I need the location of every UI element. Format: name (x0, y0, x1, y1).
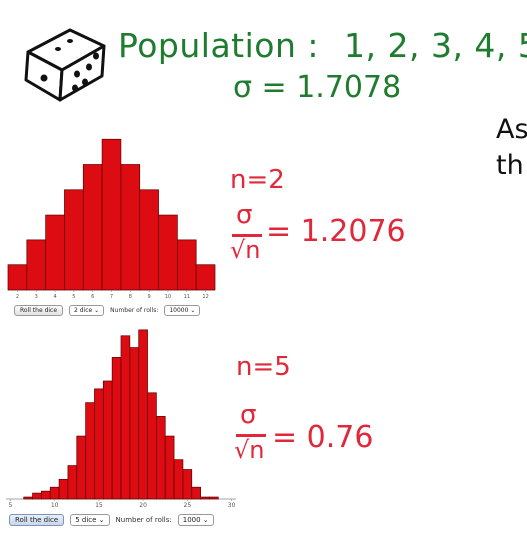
histogram-bar (120, 164, 141, 291)
dice-count-value-2: 5 dice (75, 516, 97, 524)
rolls-count-value-2: 1000 (182, 516, 201, 524)
rolls-count-select-2[interactable]: 1000 ⌄ (177, 514, 214, 526)
side-note-line-1: As (496, 114, 527, 145)
histogram-2-dice-svg: 2 3 4 5 6 7 8 9 10 11 12 (7, 138, 216, 300)
tick-label: 30 (228, 502, 236, 509)
population-heading: Population : 1, 2, 3, 4, 5, 6 (118, 26, 527, 65)
dice-count-value: 2 dice (74, 307, 93, 314)
rolls-count-value: 10000 (169, 307, 189, 314)
n-label-1: n=2 (230, 165, 285, 195)
histogram-bar (45, 214, 65, 291)
histogram-bar (49, 486, 60, 500)
sigma-over-root-n-1: σ √n = 1.2076 (228, 200, 428, 270)
tick-label: 11 (184, 294, 190, 300)
histogram-bar (64, 189, 84, 291)
histogram-bar (182, 469, 193, 500)
frac-denominator-2: √n (234, 436, 265, 464)
histogram-bar (94, 388, 104, 500)
histogram-bar (120, 335, 131, 500)
tick-label: 8 (129, 294, 132, 300)
histogram-bar (164, 435, 175, 500)
rolls-label: Number of rolls: (110, 307, 159, 314)
histogram-bar (139, 189, 159, 291)
dice-count-select[interactable]: 2 dice ⌄ (69, 305, 105, 316)
dice-icon (24, 28, 106, 102)
histogram-bar (32, 492, 42, 500)
histogram-bar (191, 486, 201, 500)
frac-value-2: = 0.76 (272, 420, 374, 455)
frac-numerator-2: σ (240, 400, 257, 430)
controls-5-dice: Roll the dice 5 dice ⌄ Number of rolls: … (9, 514, 214, 526)
dice-count-select-2[interactable]: 5 dice ⌄ (70, 514, 110, 526)
tick-label: 5 (72, 294, 75, 300)
tick-label: 4 (53, 294, 56, 300)
roll-dice-button-2[interactable]: Roll the dice (9, 514, 65, 526)
histogram-bar (58, 478, 69, 500)
histogram-bar (177, 239, 197, 291)
sigma-over-root-n-2: σ √n = 0.76 (232, 400, 432, 470)
n-label-2: n=5 (236, 352, 291, 382)
controls-2-dice: Roll the dice 2 dice ⌄ Number of rolls: … (14, 305, 201, 316)
histogram-bar (200, 496, 210, 500)
tick-label: 2 (16, 294, 19, 300)
histogram-bar (209, 496, 219, 500)
tick-label: 5 (9, 502, 13, 509)
tick-label: 9 (148, 294, 151, 300)
histogram-5-dice-svg: 5 10 15 20 25 30 (6, 329, 236, 509)
histogram-bar (138, 329, 148, 500)
rolls-count-select[interactable]: 10000 ⌄ (164, 305, 201, 316)
frac-numerator-1: σ (236, 200, 253, 230)
histogram-bar (129, 347, 140, 500)
histogram-bar (156, 416, 166, 500)
histogram-bar (195, 264, 216, 291)
tick-label: 10 (51, 502, 59, 509)
population-sigma: σ = 1.7078 (233, 70, 402, 105)
frac-denominator-1: √n (230, 236, 261, 264)
tick-label: 3 (35, 294, 38, 300)
histogram-bar (147, 392, 157, 500)
histogram-bar (173, 459, 184, 500)
tick-label: 20 (139, 502, 147, 509)
histogram-bar (26, 239, 46, 291)
histogram-bar (85, 402, 95, 500)
frac-bar-1 (232, 234, 262, 237)
tick-label: 6 (91, 294, 94, 300)
histogram-5-dice: 5 10 15 20 25 30 (4, 320, 238, 512)
histogram-bar (41, 490, 51, 500)
histogram-bar (101, 138, 122, 291)
histogram-bar (111, 357, 122, 500)
histogram-bar (67, 465, 78, 500)
rolls-label-2: Number of rolls: (115, 516, 172, 524)
histogram-bar (7, 264, 28, 291)
histogram-bar (82, 164, 103, 291)
tick-label: 7 (110, 294, 113, 300)
tick-label: 10 (165, 294, 171, 300)
tick-label: 15 (95, 502, 103, 509)
tick-label: 25 (184, 502, 192, 509)
side-note: As th (496, 112, 527, 184)
tick-label: 12 (202, 294, 208, 300)
roll-dice-button[interactable]: Roll the dice (14, 305, 64, 316)
histogram-bar (23, 496, 33, 500)
population-label: Population : (118, 26, 319, 65)
histogram-2-dice: 2 3 4 5 6 7 8 9 10 11 12 (4, 128, 220, 306)
side-note-line-2: th (496, 150, 524, 181)
frac-value-1: = 1.2076 (266, 214, 406, 249)
histogram-bar (158, 214, 178, 291)
frac-bar-2 (236, 434, 266, 437)
histogram-bar (102, 380, 113, 500)
population-values: 1, 2, 3, 4, 5, 6 (344, 26, 527, 65)
histogram-bar (76, 435, 86, 500)
